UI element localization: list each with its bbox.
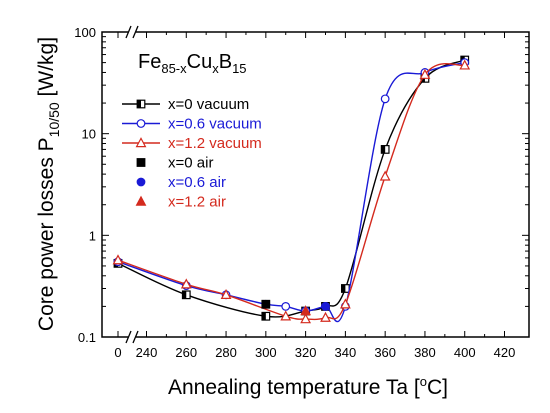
data-point-half <box>182 291 187 299</box>
series-layer <box>112 55 471 324</box>
x-tick-label: 260 <box>175 345 197 360</box>
panel-label: Fe85-xCuxB15 <box>138 51 247 76</box>
data-point <box>280 310 292 321</box>
legend-label: x=1.2 air <box>168 194 226 211</box>
axis-break-mark <box>125 330 132 344</box>
data-point <box>180 278 192 289</box>
plot-border <box>101 31 530 338</box>
x-tick-label: 300 <box>255 345 277 360</box>
axis-break-mark <box>125 25 132 39</box>
data-point <box>380 94 390 104</box>
series-2 <box>112 59 471 324</box>
legend-entry: x=0.6 air <box>136 174 226 191</box>
axis-break-gap <box>128 26 136 38</box>
legend-marker-half <box>137 100 141 108</box>
legend-entry: x=1.2 vacuum <box>122 135 262 152</box>
x-tick-label: 240 <box>136 345 158 360</box>
data-point <box>300 305 312 316</box>
data-point <box>379 170 391 181</box>
x-tick-label: 340 <box>335 345 357 360</box>
data-point-half <box>381 145 386 154</box>
data-point <box>419 68 431 79</box>
y-axis-title: Core power losses P10/50 [W/kg] <box>35 37 62 331</box>
axis-ticks: 0 240 260 280 300 320 340 360 380 400 420 0.1 1 10 100 <box>74 25 529 360</box>
y-tick-label: 100 <box>74 25 96 40</box>
x-tick-label: 320 <box>295 345 317 360</box>
legend-label: x=0.6 vacuum <box>168 116 262 133</box>
axis-break-mark <box>132 330 139 344</box>
legend-entry: x=0 air <box>136 155 213 172</box>
axis-break-gap <box>128 331 136 343</box>
legend-label: x=0.6 air <box>168 174 226 191</box>
data-point <box>261 299 271 309</box>
legend-label: x=0 air <box>168 155 213 172</box>
series-3 <box>261 299 271 309</box>
x-tick-label: 360 <box>374 345 396 360</box>
y-tick-label: 1 <box>89 228 96 243</box>
x-tick-label: 280 <box>215 345 237 360</box>
x-tick-label: 0 <box>114 345 121 360</box>
legend-marker <box>136 158 146 167</box>
series-4 <box>321 301 330 311</box>
data-point <box>220 288 232 300</box>
legend-marker <box>136 119 146 128</box>
data-point <box>459 59 471 70</box>
legend-marker <box>135 137 147 148</box>
data-point <box>321 301 330 311</box>
data-point-half <box>341 284 346 293</box>
series-5 <box>300 305 312 316</box>
legend-entry: x=0 vacuum <box>122 96 249 113</box>
axis-break-mark <box>132 25 139 39</box>
data-point <box>300 313 312 324</box>
data-point <box>281 301 291 311</box>
data-point <box>320 311 331 322</box>
x-tick-label: 380 <box>414 345 436 360</box>
y-tick-label: 10 <box>82 127 96 142</box>
legend-marker <box>135 195 147 206</box>
x-tick-label: 400 <box>454 345 476 360</box>
legend-label: x=0 vacuum <box>168 96 249 113</box>
legend-label: x=1.2 vacuum <box>168 135 262 152</box>
legend: x=0 vacuum x=0.6 vacuum x=1.2 vacuum x=0 ai… <box>122 96 262 211</box>
data-point <box>339 298 351 309</box>
x-axis-title: Annealing temperature Ta [oC] <box>168 374 448 399</box>
legend-entry: x=1.2 air <box>135 194 226 211</box>
plot-frame <box>101 25 530 344</box>
data-point <box>112 254 124 265</box>
legend-entry: x=0.6 vacuum <box>122 116 262 133</box>
x-tick-label: 420 <box>494 345 516 360</box>
legend-marker <box>136 177 146 187</box>
data-point-half <box>262 312 266 321</box>
y-tick-label: 0.1 <box>78 330 96 345</box>
